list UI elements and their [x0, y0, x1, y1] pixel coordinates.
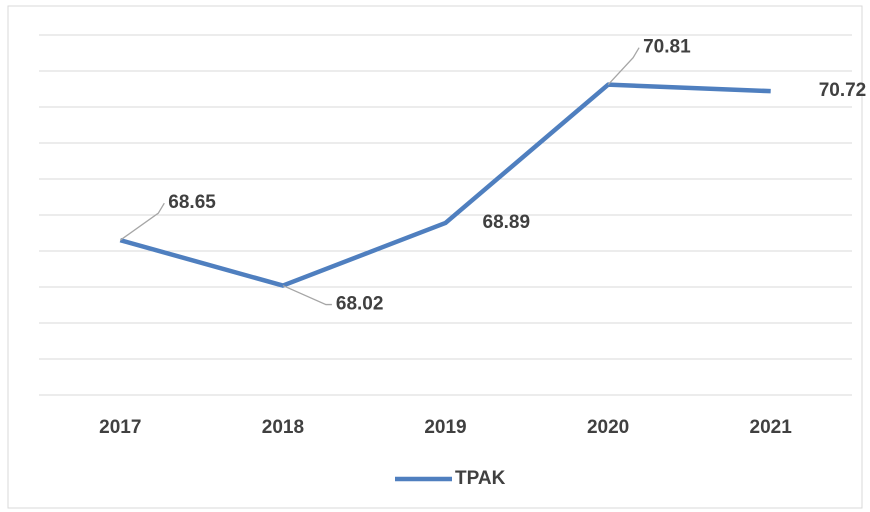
leader-line: [119, 202, 165, 241]
leader-line: [607, 47, 640, 86]
x-tick-label: 2020: [587, 417, 629, 438]
series-line: [119, 82, 771, 288]
data-label: 70.81: [643, 37, 691, 58]
legend-label: TPAK: [455, 468, 506, 489]
x-tick-label: 2018: [262, 417, 304, 438]
x-tick-label: 2017: [99, 417, 141, 438]
data-label: 68.89: [483, 212, 531, 233]
data-label: 70.72: [819, 80, 867, 101]
x-tick-label: 2021: [750, 417, 793, 438]
leader-line: [282, 284, 332, 306]
x-tick-label: 2019: [424, 417, 466, 438]
data-label: 68.65: [168, 192, 216, 213]
data-label: 68.02: [336, 294, 384, 315]
